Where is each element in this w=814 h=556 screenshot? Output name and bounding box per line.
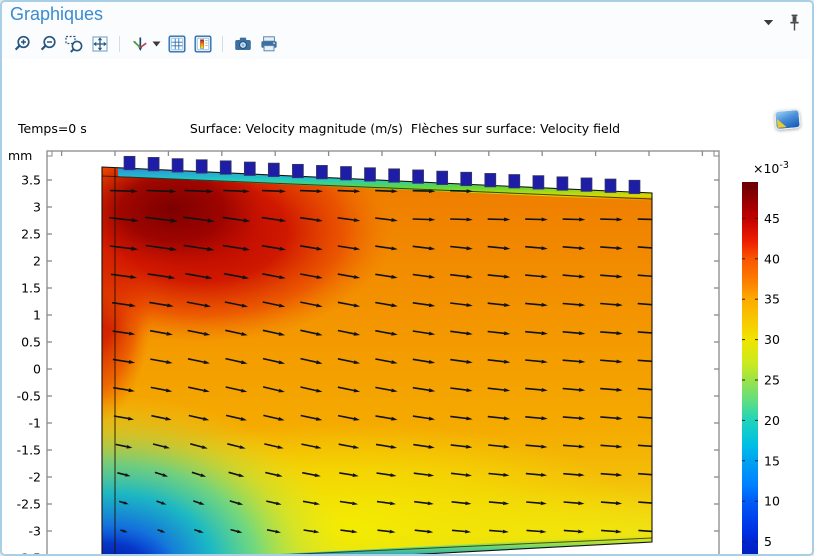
svg-text:0.5: 0.5 (21, 335, 41, 350)
svg-text:-1: -1 (29, 416, 41, 431)
svg-text:3: 3 (33, 200, 41, 215)
svg-text:1: 1 (33, 308, 41, 323)
svg-text:-2.5: -2.5 (17, 497, 41, 512)
toolbar-separator (222, 35, 223, 52)
camera-icon (234, 37, 251, 50)
grid-icon (168, 35, 186, 53)
window-header: Graphiques (2, 2, 812, 59)
time-parameter-label: Temps=0 s (18, 121, 87, 136)
window-title: Graphiques (10, 4, 104, 24)
grid-button[interactable] (165, 32, 188, 55)
svg-text:1.5: 1.5 (21, 281, 41, 296)
view-menu-caret-icon (152, 41, 161, 47)
zoom-out-icon (40, 35, 56, 50)
svg-text:30: 30 (764, 332, 780, 347)
plot-frame (46, 150, 720, 554)
snapshot-button[interactable] (231, 32, 254, 55)
printer-icon (260, 35, 277, 51)
svg-text:25: 25 (764, 373, 780, 388)
zoom-extents-button[interactable] (88, 32, 111, 55)
svg-text:0: 0 (33, 362, 41, 377)
graphics-window-float-icon[interactable] (774, 108, 801, 131)
svg-text:-0.5: -0.5 (17, 389, 41, 404)
svg-text:-3.5: -3.5 (17, 551, 41, 556)
y-axis-unit: mm (8, 148, 32, 163)
print-button[interactable] (257, 32, 280, 55)
zoom-out-button[interactable] (36, 32, 59, 55)
svg-text:10: 10 (764, 494, 780, 509)
zoom-in-button[interactable] (10, 32, 33, 55)
svg-text:35: 35 (764, 292, 780, 307)
surface-plot (102, 167, 652, 554)
view-axes-icon (132, 37, 147, 51)
svg-text:5: 5 (764, 534, 772, 549)
comb-electrodes (123, 155, 641, 195)
pin-icon[interactable] (787, 13, 802, 37)
chevron-down-icon[interactable] (763, 13, 774, 31)
svg-text:-3: -3 (29, 524, 41, 539)
plot-canvas[interactable]: -1012345678910mm3.532.521.510.50-0.5-1-1… (2, 59, 814, 556)
axis-tick-labels: -1012345678910mm3.532.521.510.50-0.5-1-1… (8, 148, 41, 556)
colorbar-multiplier: ×10-3 (753, 160, 789, 176)
svg-text:2: 2 (33, 254, 41, 269)
plot-title: Surface: Velocity magnitude (m/s) Flèche… (189, 121, 621, 136)
toolbar-separator (119, 35, 120, 52)
window-controls (763, 13, 802, 37)
svg-text:3.5: 3.5 (21, 173, 41, 188)
zoom-selection-icon (64, 35, 82, 53)
svg-text:2.5: 2.5 (21, 227, 41, 242)
legend-button[interactable] (191, 32, 214, 55)
toolbar (10, 32, 280, 55)
plot-area[interactable]: -1012345678910mm3.532.521.510.50-0.5-1-1… (2, 59, 812, 554)
svg-text:40: 40 (764, 251, 780, 266)
zoom-in-icon (14, 35, 30, 50)
default-view-button[interactable] (128, 32, 162, 55)
svg-text:-1.5: -1.5 (17, 443, 41, 458)
svg-text:-2: -2 (29, 470, 41, 485)
svg-text:20: 20 (764, 413, 780, 428)
arrow-field (109, 189, 652, 534)
svg-text:45: 45 (764, 211, 780, 226)
colorbar (742, 182, 758, 554)
svg-text:15: 15 (764, 453, 780, 468)
color-legend-icon (194, 35, 212, 53)
zoom-extents-icon (91, 35, 108, 52)
zoom-selection-button[interactable] (62, 32, 85, 55)
colorbar-labels: 454035302520151050×10-3 (753, 160, 789, 549)
